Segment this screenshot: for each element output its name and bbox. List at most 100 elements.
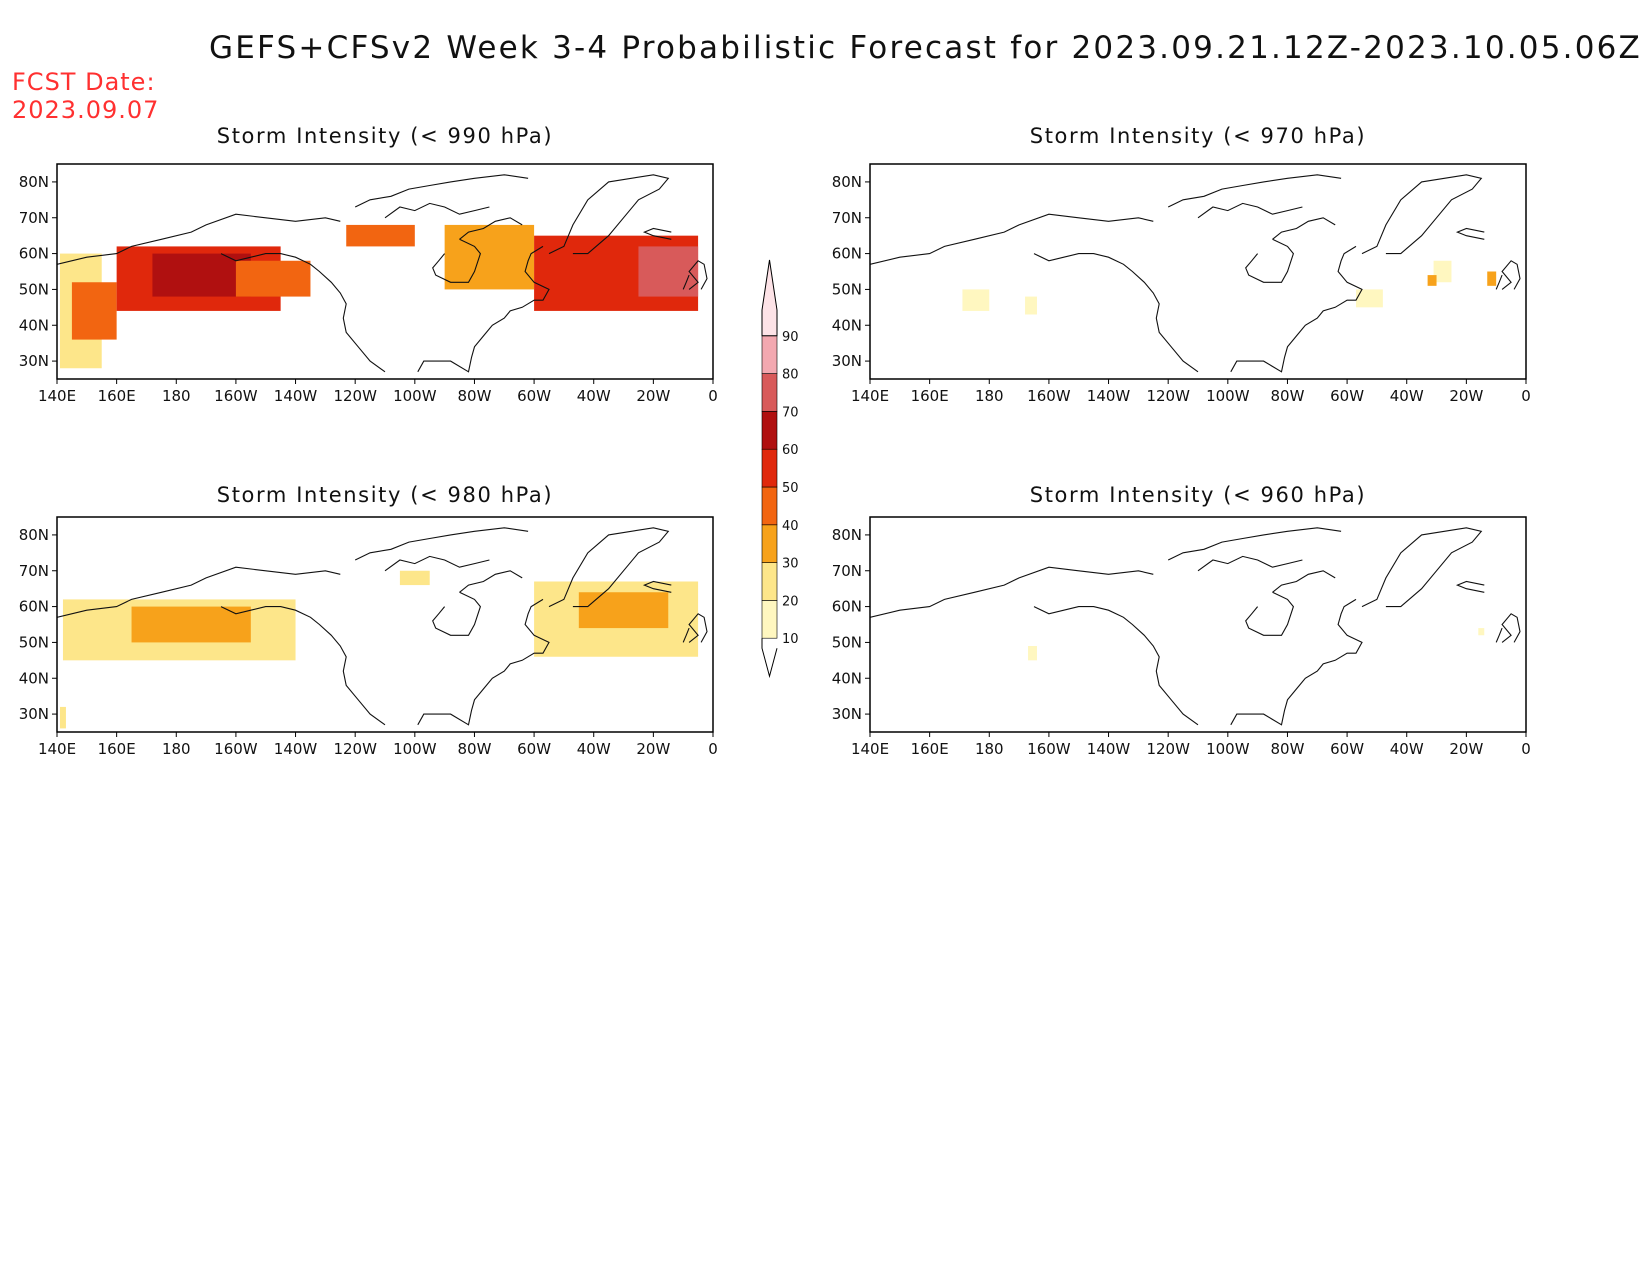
- colorbar-label: 40: [782, 519, 799, 534]
- coastline: [1495, 627, 1503, 643]
- probability-region: [638, 246, 699, 297]
- coastline: [548, 174, 670, 255]
- panel-title-970: Storm Intensity (< 970 hPa): [1029, 124, 1367, 148]
- colorbar-swatch: [761, 600, 778, 639]
- x-tick-label: 40W: [1390, 740, 1424, 758]
- probability-region: [1025, 296, 1037, 315]
- colorbar-label: 70: [782, 405, 799, 420]
- probability-region: [131, 606, 251, 643]
- x-tick-label: 60W: [1330, 740, 1364, 758]
- x-tick-label: 160W: [214, 387, 258, 405]
- x-tick-label: 140E: [38, 740, 76, 758]
- forecast-date: FCST Date: 2023.09.07: [12, 68, 159, 124]
- coastline: [354, 527, 529, 561]
- colorbar-label: 30: [782, 557, 799, 572]
- coastline: [57, 566, 341, 618]
- coastline: [688, 613, 708, 643]
- x-tick-label: 100W: [1206, 387, 1250, 405]
- x-tick-label: 80W: [457, 740, 491, 758]
- x-tick-label: 160E: [98, 387, 136, 405]
- y-tick-label: 40N: [832, 316, 862, 334]
- colorbar-swatch: [761, 335, 778, 374]
- x-tick-label: 40W: [577, 387, 611, 405]
- x-tick-label: 120W: [1146, 387, 1190, 405]
- coastline: [1230, 598, 1363, 726]
- x-tick-label: 180: [162, 740, 191, 758]
- coastline: [417, 245, 550, 373]
- colorbar-swatch: [761, 448, 778, 488]
- map-panel-990: 140E 160E 180 160W 140W 120W 100W 80W 60W 40W 20W 0…: [19, 163, 718, 405]
- x-tick-label: 60W: [517, 740, 551, 758]
- x-tick-label: 140E: [38, 387, 76, 405]
- coastline: [1245, 591, 1295, 636]
- coastline: [384, 202, 490, 219]
- y-tick-label: 70N: [19, 562, 49, 580]
- coastline: [1361, 174, 1483, 255]
- x-tick-label: 140W: [1087, 740, 1131, 758]
- y-tick-label: 80N: [832, 173, 862, 191]
- x-tick-label: 160E: [911, 387, 949, 405]
- map-panel-960: 140E 160E 180 160W 140W 120W 100W 80W 60W 40W 20W 0…: [832, 516, 1531, 758]
- y-tick-label: 40N: [832, 669, 862, 687]
- y-tick-label: 30N: [832, 705, 862, 723]
- coastline: [459, 217, 523, 240]
- x-tick-label: 160W: [1027, 387, 1071, 405]
- coastline: [354, 174, 529, 208]
- map-panel-970: 140E 160E 180 160W 140W 120W 100W 80W 60W 40W 20W 0…: [832, 163, 1531, 405]
- coastline: [1495, 274, 1503, 290]
- probability-region: [1028, 646, 1037, 661]
- coastline: [1361, 527, 1483, 608]
- y-tick-label: 40N: [19, 669, 49, 687]
- probability-region: [1478, 628, 1485, 636]
- probability-region: [71, 282, 117, 340]
- coastline: [459, 570, 523, 593]
- colorbar-label: 60: [782, 443, 799, 458]
- x-tick-label: 140W: [1087, 387, 1131, 405]
- coastline: [432, 238, 482, 283]
- coastline: [642, 580, 672, 593]
- colorbar: 10 20 30 40 50 60 70 80 90: [761, 259, 799, 679]
- y-tick-label: 40N: [19, 316, 49, 334]
- x-tick-label: 0: [708, 387, 718, 405]
- colorbar-swatch: [761, 411, 778, 450]
- map-frame: [869, 163, 1527, 380]
- y-tick-label: 50N: [19, 633, 49, 651]
- coastline: [57, 213, 341, 265]
- map-frame: [869, 516, 1527, 733]
- colorbar-label: 80: [782, 368, 799, 383]
- x-tick-label: 0: [708, 740, 718, 758]
- coastline: [1501, 260, 1521, 290]
- y-tick-label: 30N: [832, 352, 862, 370]
- probability-region: [444, 224, 535, 290]
- y-tick-label: 80N: [19, 173, 49, 191]
- y-tick-label: 50N: [19, 280, 49, 298]
- coastline: [1197, 202, 1303, 219]
- x-tick-label: 60W: [517, 387, 551, 405]
- coastline: [870, 566, 1154, 618]
- coastline: [1272, 570, 1336, 593]
- coastline: [870, 213, 1154, 265]
- main-title: GEFS+CFSv2 Week 3-4 Probabilistic Foreca…: [209, 30, 1642, 66]
- y-tick-label: 30N: [19, 705, 49, 723]
- probability-region: [578, 592, 669, 629]
- y-tick-label: 60N: [19, 598, 49, 616]
- colorbar-swatch: [761, 259, 778, 337]
- colorbar-label: 90: [782, 330, 799, 345]
- x-tick-label: 20W: [1449, 740, 1483, 758]
- colorbar-swatch: [761, 562, 778, 601]
- x-tick-label: 140W: [274, 740, 318, 758]
- coastline: [1455, 580, 1485, 593]
- coastline: [682, 627, 690, 643]
- x-tick-label: 40W: [1390, 387, 1424, 405]
- x-tick-label: 80W: [1270, 740, 1304, 758]
- x-tick-label: 60W: [1330, 387, 1364, 405]
- colorbar-label: 10: [782, 632, 799, 647]
- x-tick-label: 160E: [98, 740, 136, 758]
- probability-region: [399, 570, 430, 586]
- colorbar-swatch: [761, 373, 778, 412]
- y-tick-label: 60N: [19, 245, 49, 263]
- probability-region: [1487, 271, 1497, 286]
- probability-region: [346, 224, 415, 247]
- x-tick-label: 160E: [911, 740, 949, 758]
- coastline: [1272, 217, 1336, 240]
